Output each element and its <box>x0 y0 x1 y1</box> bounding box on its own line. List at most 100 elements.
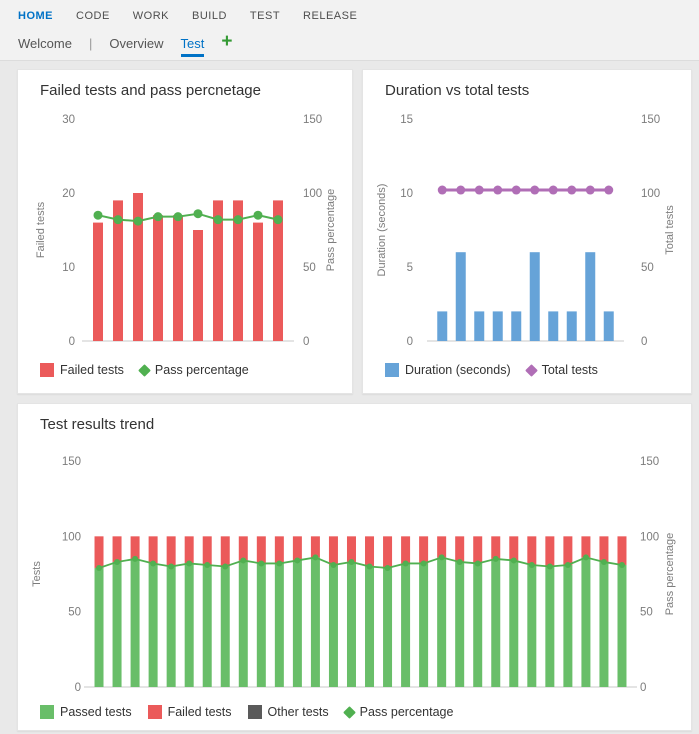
failed-tests-bar-3 <box>148 536 158 564</box>
failed-tests-bar-2 <box>130 536 140 559</box>
duration-seconds--bar-1 <box>455 252 466 341</box>
legend-label: Total tests <box>541 363 598 377</box>
chart-legend: Passed tests Failed tests Other tests Pass … <box>40 705 453 719</box>
failed-tests-bar-1 <box>112 536 122 562</box>
tab-test[interactable]: Test <box>180 36 205 57</box>
failed-tests-bar-27 <box>581 536 591 558</box>
duration-seconds--bar-8 <box>585 252 596 341</box>
pass-percentage-point-8 <box>253 210 263 220</box>
pass-percentage-point-7 <box>222 563 229 570</box>
duration-seconds--bar-2 <box>474 311 485 341</box>
legend-label: Passed tests <box>60 705 132 719</box>
failed-tests-bar-5 <box>184 536 194 564</box>
pass-percentage-point-6 <box>204 561 211 568</box>
passed-tests-bar-2 <box>130 558 140 687</box>
duration-seconds--bar-4 <box>511 311 522 341</box>
pass-percentage-point-20 <box>456 558 463 565</box>
left-tick-label: 150 <box>62 456 81 468</box>
passed-tests-bar-0 <box>94 567 104 687</box>
failed-tests-bar-24 <box>527 536 537 565</box>
legend-pass-percentage: Pass percentage <box>342 705 453 719</box>
pass-percentage-point-29 <box>618 561 625 568</box>
nav-item-home[interactable]: HOME <box>18 10 53 22</box>
passed-tests-bar-9 <box>256 563 266 687</box>
pass-percentage-point-5 <box>186 560 193 567</box>
pass-percentage-point-25 <box>546 563 553 570</box>
nav-item-release[interactable]: RELEASE <box>303 10 358 22</box>
duration-seconds--swatch <box>385 363 399 377</box>
pass-percentage-point-3 <box>153 212 163 222</box>
passed-tests-bar-1 <box>112 561 122 687</box>
failed-tests-bar-2 <box>133 193 143 341</box>
total-tests-point-6 <box>548 185 558 195</box>
pass-percentage-point-9 <box>258 560 265 567</box>
chart-legend: Failed tests Pass percentage <box>40 363 249 377</box>
pass-percentage-line <box>97 212 279 223</box>
total-tests-point-7 <box>567 185 577 195</box>
pass-percentage-line <box>98 556 623 569</box>
chart-title: Test results trend <box>40 416 155 433</box>
passed-tests-bar-13 <box>328 564 338 687</box>
pass-percentage-point-15 <box>366 563 373 570</box>
passed-tests-bar-5 <box>184 563 194 687</box>
pass-percentage-point-12 <box>312 554 319 561</box>
left-tick-label: 10 <box>400 188 413 200</box>
left-tick-label: 30 <box>62 114 75 126</box>
legend-failed-tests: Failed tests <box>147 705 232 719</box>
trend-chart-canvas: 150 100 50 0 150 100 50 0 Tests Pass percentage <box>31 456 676 694</box>
failed-tests-bar-14 <box>346 536 356 562</box>
chart-title: Failed tests and pass percnetage <box>40 82 261 99</box>
pass-percentage-point-13 <box>330 561 337 568</box>
legend-label: Pass percentage <box>154 363 249 377</box>
failed-tests-bar-3 <box>153 215 163 341</box>
pass-percentage-point-0 <box>96 564 103 571</box>
passed-tests-bar-8 <box>238 560 248 687</box>
failed-tests-bar-1 <box>113 200 123 341</box>
left-axis-label: Tests <box>31 561 43 587</box>
passed-tests-bar-4 <box>166 566 176 687</box>
failed-tests-bar-13 <box>328 536 338 565</box>
passed-tests-bar-19 <box>437 557 447 687</box>
passed-tests-bar-3 <box>148 563 158 687</box>
right-tick-label: 100 <box>640 531 659 543</box>
total-tests-point-3 <box>493 185 503 195</box>
failed-tests-bar-19 <box>437 536 447 558</box>
widget-duration-vs-total-tests[interactable]: Duration vs total tests 15 10 5 0 150 100 50 0 D… <box>362 69 692 394</box>
legend-label: Failed tests <box>60 363 124 377</box>
passed-tests-bar-7 <box>220 566 230 687</box>
widget-test-results-trend[interactable]: Test results trend 150 100 50 0 150 100 50 0 Tes… <box>17 403 692 731</box>
main-nav: HOME CODE WORK BUILD TEST RELEASE <box>18 10 357 22</box>
failed-tests-bar-4 <box>173 215 183 341</box>
duration-seconds--bar-9 <box>603 311 614 341</box>
failed-tests-bar-4 <box>166 536 176 567</box>
failed-tests-bar-0 <box>94 536 104 568</box>
pass-percentage-swatch <box>138 363 151 377</box>
failed-tests-swatch <box>147 705 162 719</box>
failed-tests-bar-16 <box>383 536 393 568</box>
nav-item-work[interactable]: WORK <box>132 10 170 22</box>
widget-failed-tests-pass-percentage[interactable]: Failed tests and pass percnetage 30 20 10 0… <box>17 69 353 394</box>
duration-seconds--bar-0 <box>437 311 448 341</box>
add-tab-button[interactable]: + <box>221 31 233 52</box>
passed-tests-bar-11 <box>292 560 302 687</box>
tab-overview[interactable]: Overview <box>109 36 164 51</box>
failed-tests-swatch <box>40 363 54 377</box>
failed-tests-bar-29 <box>617 536 627 565</box>
passed-tests-bar-16 <box>383 567 393 687</box>
nav-item-test[interactable]: TEST <box>249 10 281 22</box>
passed-tests-bar-14 <box>346 561 356 687</box>
failed-tests-bar-21 <box>473 536 483 564</box>
nav-item-build[interactable]: BUILD <box>192 10 227 22</box>
total-tests-point-0 <box>437 185 447 195</box>
failed-tests-bar-5 <box>193 230 203 341</box>
nav-item-code[interactable]: CODE <box>76 10 110 22</box>
passed-tests-swatch <box>40 705 54 719</box>
total-tests-point-8 <box>585 185 595 195</box>
total-tests-point-2 <box>474 185 484 195</box>
total-tests-swatch <box>524 363 538 377</box>
tab-welcome[interactable]: Welcome <box>18 36 72 51</box>
legend-duration-seconds-: Duration (seconds) <box>385 363 511 377</box>
duration-seconds--bar-3 <box>492 311 503 341</box>
passed-tests-bar-29 <box>617 564 627 687</box>
pass-percentage-point-24 <box>528 561 535 568</box>
